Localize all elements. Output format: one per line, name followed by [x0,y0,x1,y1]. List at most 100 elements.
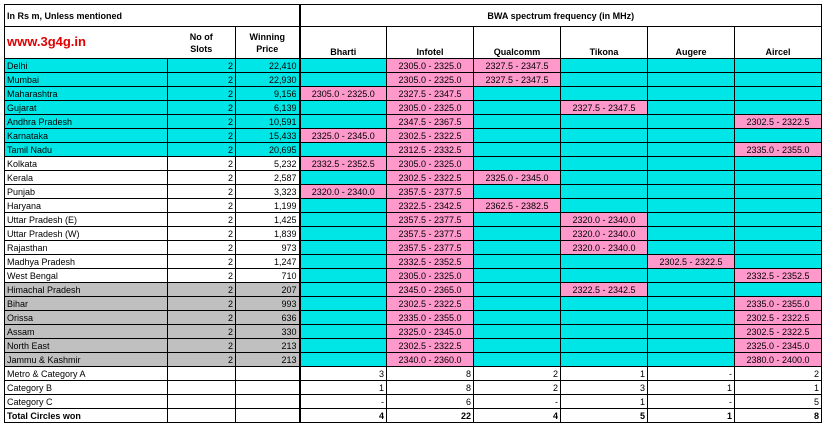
price-value: 10,591 [235,114,300,129]
frequency-cell: 2357.5 - 2377.5 [386,212,474,227]
summary-value: 2 [734,366,822,381]
frequency-cell [473,282,561,297]
circle-name: Orissa [4,310,168,325]
frequency-cell [298,310,387,325]
frequency-cell [298,338,387,353]
frequency-cell [560,268,648,283]
frequency-cell: 2320.0 - 2340.0 [298,184,387,199]
frequency-cell [298,198,387,213]
slots-value: 2 [167,184,236,199]
frequency-cell [298,170,387,185]
table-row: Orissa 2 636 2335.0 - 2355.0 2302.5 - 2322.5 [4,310,822,325]
slots-value: 2 [167,114,236,129]
frequency-cell [560,324,648,339]
table-row: Andhra Pradesh 2 10,591 2347.5 - 2367.5 2302… [4,114,822,129]
frequency-cell [647,72,735,87]
summary-value: 8 [386,366,474,381]
frequency-cell: 2320.0 - 2340.0 [560,212,648,227]
slots-value: 2 [167,142,236,157]
circle-name: Punjab [4,184,168,199]
frequency-cell [298,114,387,129]
frequency-cell [473,156,561,171]
slots-value: 2 [167,226,236,241]
table-row: Rajasthan 2 973 2357.5 - 2377.5 2320.0 - 234… [4,240,822,255]
frequency-cell: 2302.5 - 2322.5 [386,170,474,185]
price-value: 6,139 [235,100,300,115]
circle-name: Gujarat [4,100,168,115]
frequency-cell: 2322.5 - 2342.5 [560,282,648,297]
frequency-cell: 2332.5 - 2352.5 [734,268,822,283]
slots-value: 2 [167,72,236,87]
operator-header: Bharti [298,26,387,59]
price-header-1: Winning [249,31,285,42]
price-value: 207 [235,282,300,297]
summary-value: 1 [560,366,648,381]
frequency-cell [647,156,735,171]
slots-value: 2 [167,338,236,353]
summary-row: Category C-6-1-5 [4,394,822,409]
frequency-cell [560,296,648,311]
frequency-cell: 2332.5 - 2352.5 [298,156,387,171]
summary-value: 8 [734,408,822,423]
frequency-cell [647,170,735,185]
frequency-cell [560,114,648,129]
circle-name: Delhi [4,58,168,73]
price-value: 3,323 [235,184,300,199]
frequency-cell [298,296,387,311]
price-value: 213 [235,338,300,353]
summary-blank [167,366,236,381]
price-value: 710 [235,268,300,283]
circle-name: Tamil Nadu [4,142,168,157]
price-value: 20,695 [235,142,300,157]
table-row: Haryana 2 1,199 2322.5 - 2342.5 2362.5 - 238… [4,198,822,213]
price-value: 213 [235,352,300,367]
frequency-cell [560,58,648,73]
frequency-cell [647,296,735,311]
summary-value: 1 [734,380,822,395]
summary-value: - [647,366,735,381]
circle-name: Karnataka [4,128,168,143]
frequency-cell: 2305.0 - 2325.0 [386,156,474,171]
summary-value: 3 [560,380,648,395]
frequency-cell: 2327.5 - 2347.5 [473,72,561,87]
price-header-2: Price [256,43,279,54]
slots-value: 2 [167,240,236,255]
frequency-cell [734,86,822,101]
table-row: North East 2 213 2302.5 - 2322.5 2325.0 - 23… [4,338,822,353]
summary-value: - [647,394,735,409]
units-note: In Rs m, Unless mentioned [4,4,300,27]
circle-name: Himachal Pradesh [4,282,168,297]
frequency-cell: 2302.5 - 2322.5 [386,338,474,353]
circle-name: Kerala [4,170,168,185]
circle-name: Uttar Pradesh (W) [4,226,168,241]
frequency-cell [647,324,735,339]
summary-label: Metro & Category A [4,366,168,381]
frequency-cell [473,212,561,227]
frequency-cell [473,352,561,367]
frequency-cell: 2327.5 - 2347.5 [386,86,474,101]
summary-value: 2 [473,366,561,381]
operator-header: Aircel [734,26,822,59]
frequency-cell: 2325.0 - 2345.0 [734,338,822,353]
website-link[interactable]: www.3g4g.in [7,34,86,49]
frequency-cell [560,86,648,101]
frequency-cell: 2362.5 - 2382.5 [473,198,561,213]
frequency-cell [647,58,735,73]
frequency-cell: 2320.0 - 2340.0 [560,240,648,255]
price-value: 1,247 [235,254,300,269]
frequency-cell [560,352,648,367]
slots-value: 2 [167,268,236,283]
summary-blank [235,366,300,381]
frequency-cell: 2347.5 - 2367.5 [386,114,474,129]
summary-value: 6 [386,394,474,409]
summary-blank [235,408,300,423]
price-value: 1,199 [235,198,300,213]
summary-value: 4 [298,408,387,423]
circle-name: Haryana [4,198,168,213]
slots-value: 2 [167,310,236,325]
circle-name: Assam [4,324,168,339]
frequency-cell [298,324,387,339]
frequency-cell: 2302.5 - 2322.5 [647,254,735,269]
